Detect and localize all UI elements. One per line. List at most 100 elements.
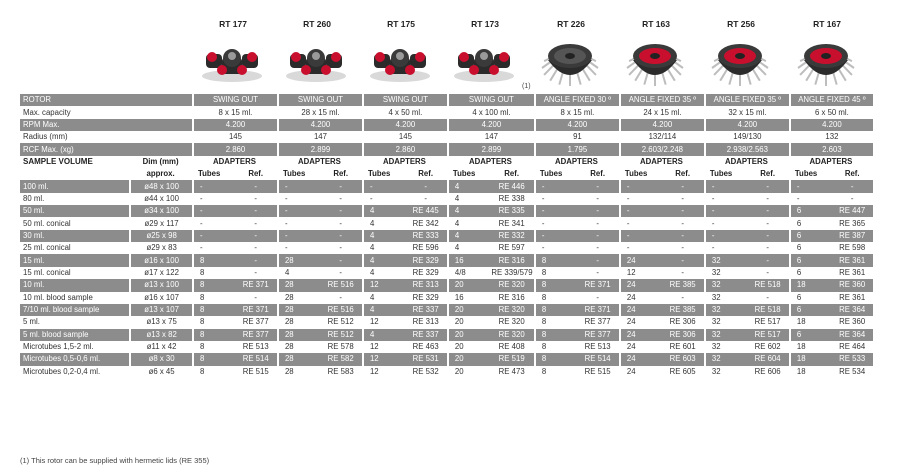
spec-value: 147	[446, 131, 534, 144]
spec-label: ROTOR	[20, 94, 130, 107]
adapter-ref: RE 606	[746, 365, 789, 378]
tubes-heading: Tubes	[276, 168, 320, 181]
adapter-tubes: -	[788, 192, 832, 206]
spec-value: 2.603	[788, 143, 873, 156]
adapter-ref: RE 385	[661, 279, 704, 292]
adapters-heading: ADAPTERS	[788, 155, 873, 169]
sample-row: 15 ml. conical ø17 x 122 8-4-4 RE 329 4/8 RE …	[20, 266, 873, 280]
adapter-tubes: 32	[703, 365, 747, 378]
adapter-tubes: 24	[618, 340, 662, 354]
sample-row: 80 ml. ø44 x 100- - - - - -4 RE 338- - - - - - - -	[20, 192, 873, 206]
adapter-tubes: 20	[446, 279, 490, 292]
spec-row: RPM Max. 4.200 4.200 4.200 4.200 4.200 4.200 4.…	[20, 118, 873, 132]
adapter-tubes: -	[703, 205, 747, 218]
ref-heading: Ref.	[404, 168, 447, 181]
adapter-ref: -	[576, 217, 619, 230]
adapter-tubes: 24	[618, 291, 662, 304]
adapter-ref: RE 320	[489, 328, 534, 341]
adapter-ref: -	[234, 254, 277, 267]
adapter-tubes: 12	[361, 279, 405, 292]
adapter-ref: RE 364	[831, 328, 873, 341]
angle-rotor-icon	[530, 30, 610, 90]
adapter-ref: -	[661, 180, 704, 193]
rotor-model-label: RT 256	[727, 19, 755, 29]
spec-value: 4.200	[618, 118, 704, 132]
adapter-ref: -	[576, 266, 619, 280]
adapter-ref: -	[746, 180, 789, 193]
adapter-tubes: 20	[446, 328, 490, 341]
adapters-heading: ADAPTERS	[533, 155, 619, 169]
rotor-model-label: RT 167	[813, 19, 841, 29]
adapter-ref: RE 337	[404, 328, 447, 341]
adapter-ref: RE 447	[831, 205, 873, 218]
spec-label: Radius (mm)	[20, 131, 130, 144]
adapter-ref: RE 385	[661, 303, 704, 317]
sample-row: 7/10 ml. blood sample ø13 x 107 8 RE 371 28 R…	[20, 303, 873, 317]
spec-value: 4.200	[446, 118, 534, 132]
adapter-ref: -	[319, 266, 362, 280]
adapter-ref: RE 377	[576, 316, 619, 329]
sample-row: 50 ml. conical ø29 x 117- - - -4 RE 342 4 RE 34…	[20, 217, 873, 230]
adapter-ref: -	[576, 180, 619, 193]
adapter-ref: RE 329	[404, 291, 447, 304]
spec-value: SWING OUT	[191, 94, 277, 107]
angle-rotor-icon	[786, 30, 866, 90]
spec-value: 24 x 15 ml.	[618, 106, 704, 119]
spec-value: 2.899	[446, 143, 534, 156]
adapter-ref: RE 582	[319, 353, 362, 366]
sample-label: Microtubes 0,5-0,6 ml.	[20, 353, 130, 366]
rotor-model-label: RT 260	[303, 19, 331, 29]
sample-row: Microtubes 0,5-0,6 ml. ø8 x 30 8 RE 514 28 RE…	[20, 353, 873, 366]
adapter-tubes: -	[703, 242, 747, 255]
adapter-ref: RE 377	[576, 328, 619, 341]
adapter-tubes: 32	[703, 254, 747, 267]
adapter-ref: RE 596	[404, 242, 447, 255]
rotor-model-label: RT 175	[387, 19, 415, 29]
adapter-ref: RE 371	[234, 303, 277, 317]
adapter-tubes: -	[276, 192, 320, 206]
adapter-tubes: 8	[191, 340, 235, 354]
adapter-ref: RE 387	[831, 229, 873, 243]
sample-dimension: ø6 x 45	[129, 365, 192, 378]
adapter-tubes: 28	[276, 279, 320, 292]
spec-value: 132/114	[618, 131, 704, 144]
spec-value: 2.938/2.563	[703, 143, 789, 156]
adapter-ref: RE 463	[404, 340, 447, 354]
spec-value: 8 x 15 ml.	[191, 106, 277, 119]
adapter-ref: -	[661, 242, 704, 255]
adapter-tubes: -	[276, 180, 320, 193]
adapter-tubes: 4	[361, 254, 405, 267]
adapter-ref: RE 306	[661, 328, 704, 341]
adapter-ref: RE 515	[576, 365, 619, 378]
sample-label: 50 ml. conical	[20, 217, 130, 230]
adapter-tubes: -	[703, 192, 747, 206]
adapter-tubes: -	[618, 217, 662, 230]
spec-value: 8 x 15 ml.	[533, 106, 619, 119]
adapter-ref: RE 333	[404, 229, 447, 243]
adapter-ref: -	[234, 242, 277, 255]
adapter-tubes: 12	[618, 266, 662, 280]
adapter-tubes: 12	[361, 316, 405, 329]
spec-value: 2.860	[361, 143, 447, 156]
sample-dimension: ø13 x 75	[129, 316, 192, 329]
adapter-ref: -	[661, 291, 704, 304]
adapter-tubes: 24	[618, 303, 662, 317]
sample-row: 5 ml. ø13 x 75 8 RE 377 28 RE 512 12 RE 313 20 RE…	[20, 316, 873, 329]
spec-value: 4.200	[703, 118, 789, 132]
adapter-tubes: 8	[533, 316, 577, 329]
spec-row: RCF Max. (xg) 2.860 2.899 2.860 2.899 1.795 2.…	[20, 143, 873, 156]
adapter-ref: RE 605	[661, 365, 704, 378]
sample-label: 10 ml. blood sample	[20, 291, 130, 304]
adapter-tubes: -	[191, 192, 235, 206]
adapter-ref: -	[576, 205, 619, 218]
adapter-ref: -	[234, 180, 277, 193]
adapter-tubes: 28	[276, 291, 320, 304]
adapter-ref: RE 342	[404, 217, 447, 230]
adapter-tubes: -	[361, 192, 405, 206]
adapter-tubes: -	[618, 205, 662, 218]
adapter-ref: RE 371	[576, 279, 619, 292]
adapter-ref: RE 371	[234, 279, 277, 292]
dimension-subheading: approx.	[129, 168, 192, 181]
spec-value: 147	[276, 131, 362, 144]
adapter-tubes: 8	[533, 266, 577, 280]
